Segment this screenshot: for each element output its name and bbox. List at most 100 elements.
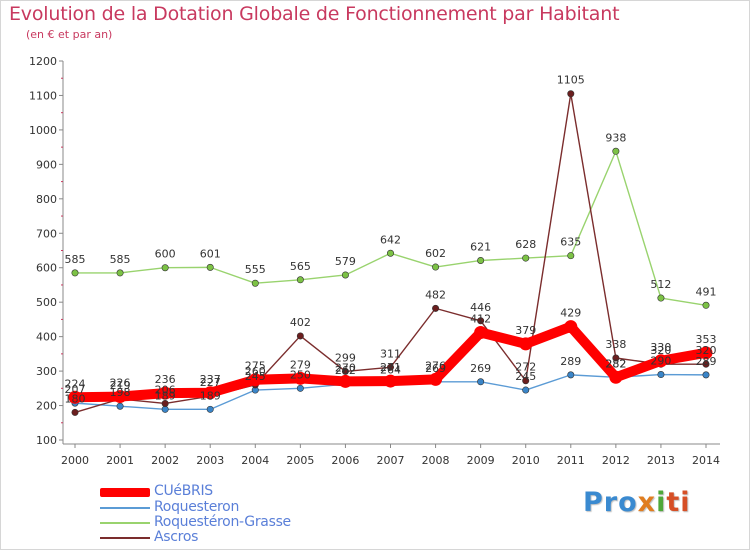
data-point	[567, 252, 575, 260]
data-point	[567, 90, 575, 98]
legend-label: Roquestéron-Grasse	[154, 514, 291, 530]
data-point	[612, 354, 620, 362]
data-label: 206	[155, 383, 176, 396]
data-label: 602	[425, 247, 446, 260]
legend-swatch-ascros	[100, 537, 150, 539]
data-label: 628	[515, 238, 536, 251]
data-label: 579	[335, 255, 356, 268]
data-point	[699, 346, 713, 360]
data-label: 621	[470, 240, 491, 253]
data-label: 279	[290, 358, 311, 371]
data-label: 412	[470, 313, 491, 326]
data-label: 276	[425, 359, 446, 372]
data-point	[654, 354, 668, 368]
data-point	[702, 371, 710, 379]
x-tick-label: 2010	[512, 454, 540, 467]
data-point	[341, 367, 349, 375]
legend-label: Roquesteron	[154, 499, 240, 515]
logo-part: Pro	[583, 487, 638, 518]
data-point	[386, 363, 394, 371]
data-label: 236	[155, 373, 176, 386]
legend-swatch-roquesteron	[100, 507, 150, 509]
data-label: 237	[200, 373, 221, 386]
data-label: 635	[560, 236, 581, 249]
data-label: 600	[155, 248, 176, 261]
data-label: 299	[335, 351, 356, 364]
data-label: 226	[110, 377, 131, 390]
data-label: 250	[290, 368, 311, 381]
data-point	[386, 249, 394, 257]
data-point	[702, 360, 710, 368]
data-point	[432, 304, 440, 312]
chart-subtitle: (en € et par an)	[26, 28, 113, 41]
data-point	[158, 386, 172, 400]
data-label: 402	[290, 316, 311, 329]
data-point	[251, 279, 259, 287]
x-tick-label: 2009	[467, 454, 495, 467]
x-tick-label: 2002	[151, 454, 179, 467]
data-label: 642	[380, 233, 401, 246]
data-point	[477, 256, 485, 264]
data-point	[338, 374, 352, 388]
y-tick-label: 500	[36, 296, 57, 309]
data-point	[612, 147, 620, 155]
y-tick-label: 1200	[29, 55, 57, 68]
data-label: 938	[605, 131, 626, 144]
data-label: 491	[696, 285, 717, 298]
data-label: 224	[65, 377, 86, 390]
data-label: 207	[65, 383, 86, 396]
data-point	[522, 254, 530, 262]
x-tick-label: 2000	[61, 454, 89, 467]
data-label: 353	[696, 333, 717, 346]
data-label: 262	[335, 364, 356, 377]
data-label: 269	[470, 362, 491, 375]
legend-swatch-roquesteron-grasse	[100, 522, 150, 524]
data-label: 601	[200, 247, 221, 260]
axes: 100 200 300 400 500 600 700 800 900 1000 1100 1200 2…	[29, 55, 720, 467]
logo-part: x	[637, 487, 657, 518]
legend-item-ascros[interactable]: Ascros	[100, 529, 360, 546]
data-label: 585	[110, 253, 131, 266]
data-label: 482	[425, 288, 446, 301]
data-label: 330	[650, 341, 671, 354]
legend-item-cuebris[interactable]: CUéBRIS	[100, 483, 360, 500]
x-tick-label: 2008	[422, 454, 450, 467]
x-tick-label: 2011	[557, 454, 585, 467]
data-point	[522, 377, 530, 385]
legend-item-roquesteron-grasse[interactable]: Roquestéron-Grasse	[100, 514, 360, 531]
data-label: 1105	[557, 74, 585, 87]
x-tick-label: 2006	[331, 454, 359, 467]
logo-part: i	[656, 487, 667, 518]
data-label: 585	[65, 253, 86, 266]
data-label: 272	[515, 361, 536, 374]
series-layer	[68, 90, 713, 416]
legend-item-roquesteron[interactable]: Roquesteron	[100, 499, 360, 516]
data-label: 269	[425, 362, 446, 375]
y-tick-label: 600	[36, 262, 57, 275]
x-tick-label: 2012	[602, 454, 630, 467]
data-point	[68, 390, 82, 404]
data-label: 338	[605, 338, 626, 351]
data-point	[296, 332, 304, 340]
data-label: 271	[380, 361, 401, 374]
y-tick-label: 400	[36, 331, 57, 344]
data-label: 245	[515, 370, 536, 383]
data-label: 311	[380, 347, 401, 360]
data-point	[71, 269, 79, 277]
data-label: 245	[245, 370, 266, 383]
data-point	[293, 371, 307, 385]
data-point	[206, 263, 214, 271]
y-tick-label: 900	[36, 158, 57, 171]
data-point	[429, 372, 443, 386]
data-point	[477, 378, 485, 386]
data-point	[702, 301, 710, 309]
data-label: 320	[696, 344, 717, 357]
legend-label: Ascros	[154, 529, 199, 545]
x-tick-label: 2007	[377, 454, 405, 467]
data-point	[116, 402, 124, 410]
logo-part: ti	[666, 487, 691, 518]
data-label: 189	[155, 389, 176, 402]
data-point	[519, 337, 533, 351]
